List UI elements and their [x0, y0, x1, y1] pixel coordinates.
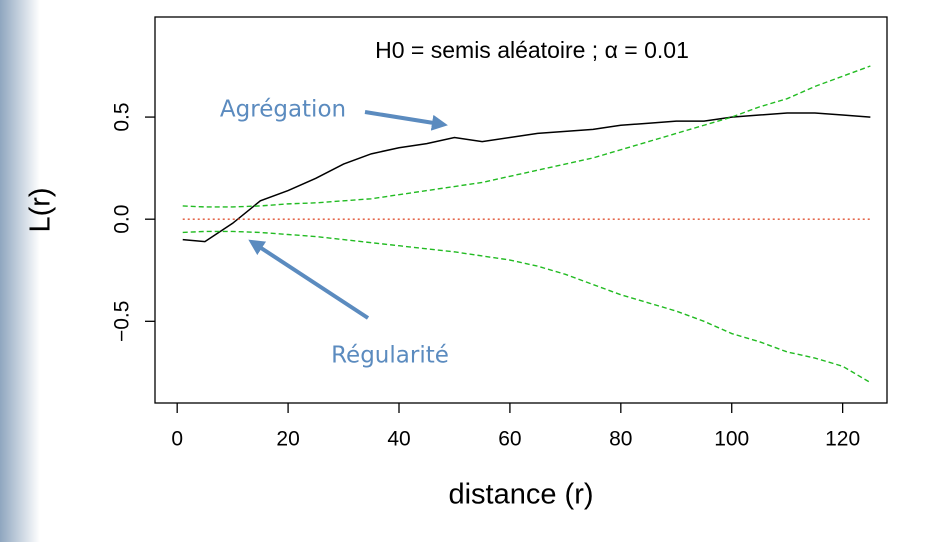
y-tick-label: −0.5	[111, 301, 134, 342]
annotation: Régularité	[331, 343, 449, 369]
series-line	[182, 230, 871, 384]
x-tick-label: 40	[387, 428, 410, 451]
x-tick-label: 100	[714, 428, 749, 451]
chart-title: H0 = semis aléatoire ; α = 0.01	[375, 37, 689, 63]
x-axis-label: distance (r)	[448, 479, 593, 511]
y-axis-label: L(r)	[25, 187, 57, 232]
background-edge	[0, 0, 40, 542]
x-tick-label: 80	[609, 428, 632, 451]
y-tick-label: 0.0	[111, 205, 134, 234]
series-line	[182, 65, 871, 208]
plot-frame	[154, 16, 888, 404]
arrow	[248, 239, 370, 320]
x-tick-label: 0	[171, 428, 183, 451]
series-line	[182, 112, 871, 243]
y-tick-label: 0.5	[111, 102, 134, 131]
x-tick-label: 20	[276, 428, 299, 451]
annotation: Agrégation	[220, 97, 346, 123]
arrow	[364, 110, 448, 131]
x-tick-label: 60	[498, 428, 521, 451]
x-tick-label: 120	[825, 428, 860, 451]
